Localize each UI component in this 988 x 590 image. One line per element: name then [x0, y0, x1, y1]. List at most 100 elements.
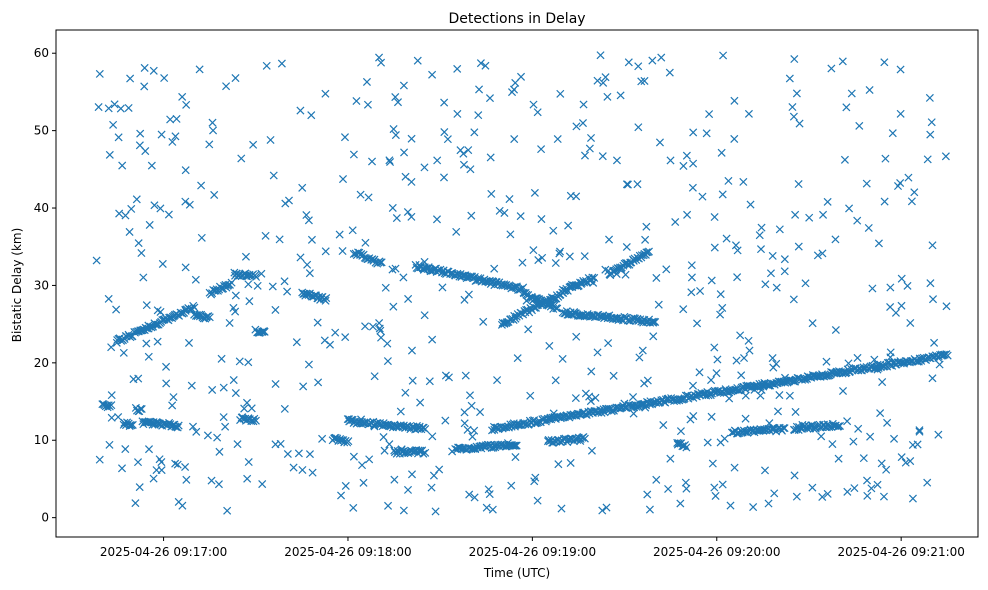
data-point: [512, 441, 521, 450]
data-point: [657, 53, 666, 62]
data-point: [432, 215, 442, 224]
data-point: [231, 389, 240, 398]
data-point: [192, 427, 201, 436]
data-point: [128, 420, 137, 429]
data-point: [808, 483, 817, 492]
data-point: [915, 427, 924, 436]
plot-frame: [55, 29, 979, 538]
data-point: [602, 503, 611, 512]
data-point: [229, 303, 238, 312]
data-point: [529, 246, 538, 255]
data-point: [862, 179, 871, 188]
data-point: [188, 422, 198, 431]
data-point: [598, 152, 607, 161]
data-point: [928, 241, 937, 250]
data-point: [416, 398, 425, 407]
data-point: [149, 66, 158, 75]
data-point: [505, 195, 514, 204]
data-point: [377, 258, 386, 267]
data-point: [341, 333, 350, 342]
data-point: [849, 437, 858, 446]
data-point: [828, 440, 837, 449]
data-point: [298, 183, 307, 192]
data-point: [698, 192, 707, 201]
data-point: [107, 401, 116, 410]
data-point: [915, 426, 924, 435]
data-point: [107, 343, 116, 352]
data-point: [904, 173, 913, 182]
data-point: [384, 501, 393, 510]
data-point: [481, 61, 490, 70]
data-point: [482, 503, 491, 512]
data-point: [565, 252, 574, 261]
data-point: [294, 449, 303, 458]
data-point: [702, 129, 711, 138]
data-point: [724, 176, 733, 185]
data-point: [181, 166, 190, 175]
data-point: [362, 77, 371, 86]
data-point: [112, 305, 121, 314]
data-point: [601, 73, 610, 82]
data-point: [769, 363, 778, 372]
data-point: [870, 355, 879, 364]
data-point: [772, 283, 781, 292]
data-point: [386, 157, 395, 167]
data-point: [642, 222, 651, 231]
data-point: [158, 259, 167, 268]
data-point: [266, 135, 275, 145]
data-point: [420, 311, 429, 320]
data-point: [134, 374, 143, 383]
data-point: [534, 256, 543, 265]
data-point: [609, 371, 618, 380]
data-point: [779, 423, 788, 433]
data-point: [244, 458, 253, 467]
data-point: [906, 318, 915, 328]
data-point: [361, 322, 370, 331]
data-point: [119, 420, 128, 429]
data-point: [744, 109, 753, 118]
data-point: [407, 134, 416, 143]
data-point: [275, 235, 284, 244]
data-point: [427, 483, 436, 492]
data-point: [755, 231, 764, 240]
data-point: [396, 407, 405, 416]
data-point: [878, 378, 887, 387]
data-point: [509, 283, 519, 292]
data-point: [168, 401, 177, 410]
data-point: [868, 284, 877, 293]
data-point: [756, 245, 766, 254]
data-point: [839, 368, 848, 377]
data-point: [137, 326, 146, 335]
data-point: [476, 408, 485, 417]
data-point: [160, 73, 169, 83]
data-point: [643, 376, 652, 385]
data-point: [433, 156, 442, 165]
data-point: [376, 326, 385, 335]
data-point: [805, 213, 814, 222]
data-point: [488, 505, 497, 514]
data-point: [731, 241, 740, 250]
data-point: [676, 427, 685, 436]
data-point: [174, 421, 183, 430]
data-point: [349, 503, 358, 512]
data-point: [859, 363, 868, 372]
data-point: [587, 367, 596, 376]
data-point: [486, 153, 495, 162]
data-point: [314, 378, 323, 387]
data-point: [365, 455, 374, 464]
data-point: [407, 470, 417, 479]
data-point: [587, 446, 596, 455]
data-point: [591, 393, 600, 402]
data-point: [682, 484, 691, 493]
data-point: [710, 243, 719, 252]
data-point: [770, 489, 779, 498]
data-point: [298, 465, 307, 474]
y-tick-label: 20: [34, 356, 49, 370]
data-point: [688, 183, 697, 192]
data-point: [421, 425, 430, 434]
data-point: [818, 249, 827, 258]
x-tick-label: 2025-04-26 09:21:00: [837, 545, 964, 559]
data-point: [132, 195, 141, 204]
data-point: [790, 471, 799, 480]
